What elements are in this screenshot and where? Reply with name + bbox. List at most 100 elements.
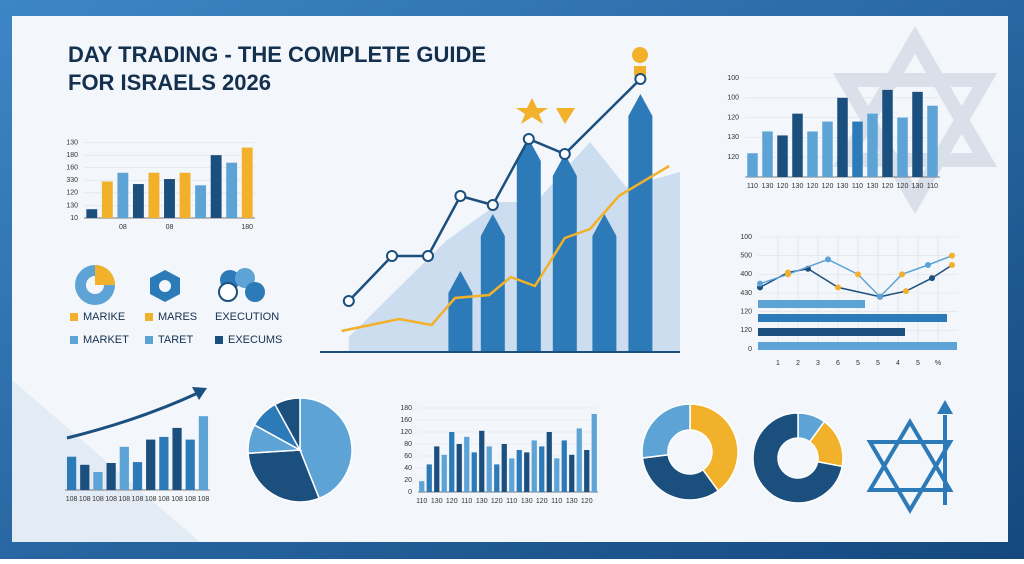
legend-label: MARKET xyxy=(83,334,129,346)
x-tick-label: 120 xyxy=(491,498,503,505)
x-tick-label: 130 xyxy=(566,498,578,505)
marker xyxy=(634,73,647,85)
y-tick-label: 180 xyxy=(66,152,78,159)
y-tick-label: 120 xyxy=(740,309,752,316)
line xyxy=(341,164,670,333)
bar xyxy=(132,462,143,490)
x-tick-label: 4 xyxy=(896,360,900,367)
line xyxy=(759,254,953,298)
x-tick-label: 2 xyxy=(796,360,800,367)
x-tick-label: 108 xyxy=(79,496,91,503)
bar xyxy=(554,458,560,492)
x-tick-label: 130 xyxy=(431,498,443,505)
x-tick-label: 110 xyxy=(551,498,562,505)
y-tick-label: 130 xyxy=(66,139,78,146)
bar xyxy=(132,184,144,218)
x-tick-label: 108 xyxy=(198,496,210,503)
bar xyxy=(93,472,103,490)
bar xyxy=(584,450,590,492)
bar xyxy=(434,446,440,492)
hbar xyxy=(758,300,865,308)
bar xyxy=(897,117,908,177)
y-tick-label: 80 xyxy=(404,441,412,448)
y-tick-label: 430 xyxy=(740,290,752,297)
bar xyxy=(747,153,758,177)
bar xyxy=(837,97,848,177)
x-tick-label: 08 xyxy=(119,224,127,231)
marker xyxy=(785,271,791,278)
bar xyxy=(628,94,653,352)
legend-label: MARES xyxy=(158,311,197,323)
bar xyxy=(882,89,893,177)
marker xyxy=(949,262,955,268)
bar xyxy=(464,436,470,492)
marker xyxy=(899,271,905,278)
y-tick-label: 0 xyxy=(748,346,752,353)
bar xyxy=(912,91,923,177)
bar xyxy=(509,458,515,492)
x-tick-label: 120 xyxy=(446,498,458,505)
x-tick-label: 120 xyxy=(581,498,593,505)
bar xyxy=(480,214,505,352)
bar xyxy=(471,452,477,492)
pie-slice xyxy=(247,449,321,503)
x-tick-label: 108 xyxy=(158,496,170,503)
x-tick-label: 108 xyxy=(66,496,78,503)
bar xyxy=(569,454,575,492)
pie-slice xyxy=(273,397,301,451)
x-tick-label: 108 xyxy=(171,496,183,503)
bar xyxy=(927,105,938,177)
marker xyxy=(522,133,535,145)
y-tick-label: 180 xyxy=(400,405,412,412)
legend-label: EXECUTION xyxy=(215,311,279,323)
x-tick-label: 1 xyxy=(776,360,780,367)
hbar xyxy=(758,342,957,350)
x-tick-label: 6 xyxy=(836,360,840,367)
bar xyxy=(592,214,617,352)
y-tick-label: 130 xyxy=(727,134,739,141)
bar xyxy=(539,446,545,492)
x-tick-label: 110 xyxy=(747,183,758,190)
bar xyxy=(524,452,530,492)
y-tick-label: 500 xyxy=(740,253,752,260)
x-tick-label: 5 xyxy=(876,360,880,367)
bar xyxy=(419,481,425,492)
x-tick-label: 120 xyxy=(822,183,834,190)
bar xyxy=(449,432,455,492)
line xyxy=(759,264,953,298)
bar xyxy=(867,113,878,177)
marker xyxy=(386,250,398,262)
x-tick-label: 120 xyxy=(882,183,894,190)
bar xyxy=(66,456,77,490)
marker xyxy=(454,190,467,202)
x-tick-label: 108 xyxy=(118,496,130,503)
marker xyxy=(757,280,763,287)
y-tick-label: 10 xyxy=(70,215,78,222)
icons xyxy=(66,47,954,514)
x-tick-label: 5 xyxy=(856,360,860,367)
bar xyxy=(146,439,156,490)
x-tick-label: 120 xyxy=(536,498,548,505)
marker xyxy=(835,284,841,291)
legend-label: EXECUMS xyxy=(228,334,282,346)
x-tick-label: 120 xyxy=(897,183,909,190)
bar xyxy=(546,432,552,492)
x-tick-label: 108 xyxy=(184,496,196,503)
bar xyxy=(119,446,129,490)
y-tick-label: 100 xyxy=(740,234,752,241)
legend-swatch xyxy=(145,313,153,321)
x-tick-label: 120 xyxy=(807,183,819,190)
x-tick-label: 110 xyxy=(461,498,472,505)
bar xyxy=(426,464,432,492)
bar xyxy=(86,209,98,218)
y-tick-label: 120 xyxy=(727,154,739,161)
marker xyxy=(342,295,355,307)
marker xyxy=(558,148,571,160)
x-tick-label: 120 xyxy=(777,183,789,190)
x-tick-label: 130 xyxy=(912,183,924,190)
legend-swatch xyxy=(215,336,223,344)
marker xyxy=(486,199,499,211)
x-tick-label: 130 xyxy=(792,183,804,190)
legend-label: TARET xyxy=(158,334,194,346)
bar xyxy=(807,131,818,177)
